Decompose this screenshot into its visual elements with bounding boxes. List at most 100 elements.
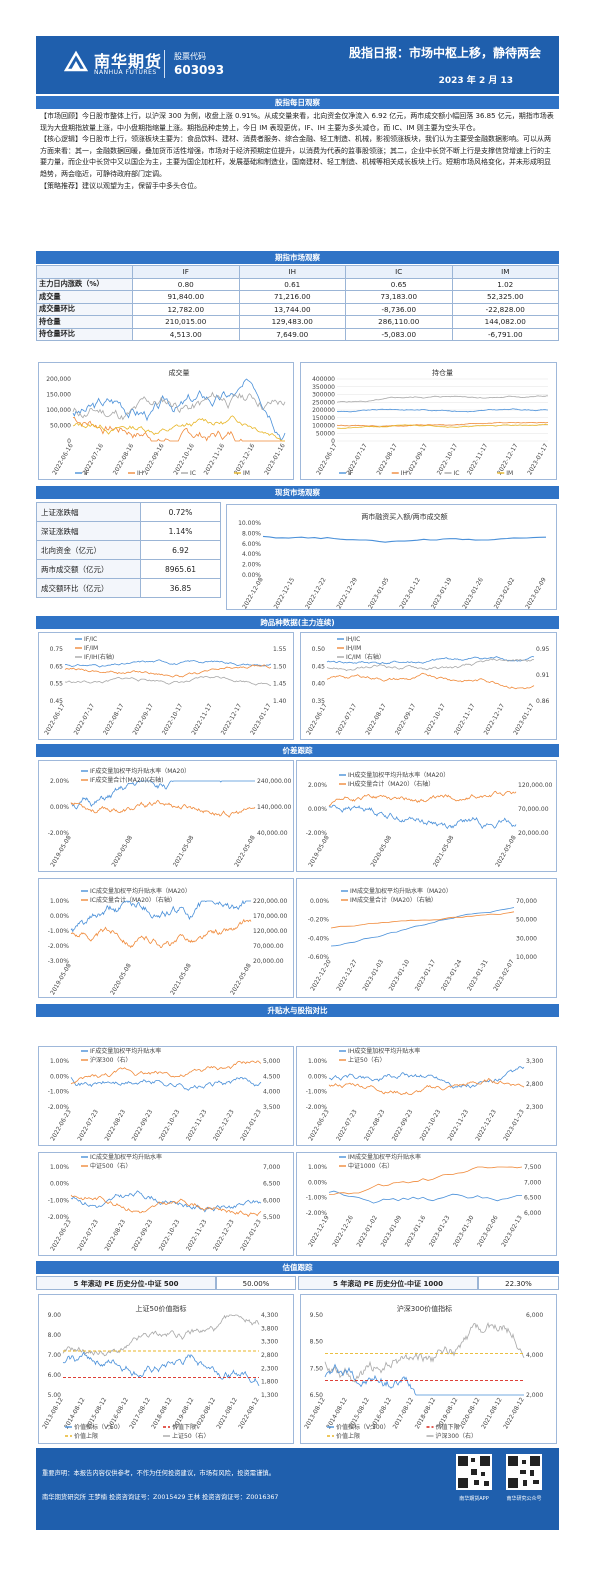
- x-tick-label: 2022-08-17: [376, 442, 400, 476]
- x-tick-label: 2022-08-16: [112, 442, 136, 476]
- y-tick-label: 8.50: [310, 1339, 324, 1346]
- series-line: [328, 804, 517, 830]
- chart-value-300: 沪深300价值指标 9.50 8.50 7.50 6.50 6,000 4,000 2,000…: [300, 1294, 557, 1444]
- pe-label-1000: 5 年滚动 PE 历史分位-中证 1000: [298, 1276, 478, 1290]
- x-tick-label: 2020-05-08: [111, 834, 135, 868]
- value-50-svg: 上证50价值指标 9.00 8.00 7.00 6.00 5.00 4,300 3,800 3,…: [41, 1304, 278, 1440]
- chart-title: 沪深300价值指标: [397, 1304, 452, 1313]
- y-tick-label-right: 240,000.00: [257, 778, 292, 785]
- x-tick-label: 2021-05-08: [169, 962, 193, 996]
- x-tick-label: 2022-12-23: [474, 1108, 498, 1142]
- y-tick-label: 400000: [312, 376, 335, 383]
- x-tick-label: 2022-12-27: [335, 958, 359, 992]
- series-line: [70, 780, 255, 810]
- legend-label: 上证50（右）: [348, 1056, 386, 1064]
- pe-value-500: 50.00%: [216, 1276, 296, 1290]
- x-tick-label: 2019-05-08: [49, 834, 73, 868]
- y-tick-label-right: 170,000.00: [253, 913, 288, 920]
- y-tick-label-right: 50,000: [516, 917, 537, 924]
- y-tick-label-right: 3,800: [261, 1325, 278, 1332]
- daily-commentary: 【市场回顾】今日股市整体上行，以沪深 300 为例，收盘上涨 0.91%。从成交…: [40, 111, 555, 192]
- table-cell: 1.14%: [140, 521, 221, 541]
- x-tick-label: 2021-08-12: [480, 1396, 504, 1430]
- column-header: IH: [238, 265, 346, 279]
- x-tick-label: 2022-12-17: [483, 702, 507, 736]
- futures-table: IF IH IC IM 主力日内涨跌（%） 0.80 0.61 0.65 1.02 成交…: [36, 265, 559, 341]
- x-tick-label: 2022-11-16: [203, 442, 227, 476]
- cross-ratio-1-svg: 0.75 0.65 0.55 0.45 1.55 1.50 1.45 1.40 2022-06-…: [43, 636, 286, 736]
- x-tick-label: 2022-12-20: [309, 958, 333, 992]
- y-tick-label: -2.00%: [48, 1214, 70, 1221]
- x-tick-label: 2023-01-05: [367, 576, 391, 609]
- series-line: [328, 1166, 523, 1195]
- column-header: IC: [345, 265, 453, 279]
- legend-label: 中证500（右）: [90, 1162, 131, 1170]
- y-tick-label-right: 3,500: [263, 1104, 280, 1111]
- qr-code-app-icon[interactable]: [456, 1454, 492, 1490]
- y-tick-label: 5.00: [48, 1392, 62, 1399]
- legend-label: IF/IC: [84, 636, 97, 643]
- x-tick-label: 2022-06-23: [49, 1108, 73, 1142]
- y-tick-label: 0.00%: [50, 1181, 69, 1188]
- x-tick-label: 2023-01-17: [512, 702, 536, 736]
- series-line: [336, 423, 548, 429]
- table-cell: 52,325.00: [451, 290, 559, 304]
- table-row: 持仓量环比 4,513.00 7,649.00 -5,083.00 -6,791.00: [36, 327, 559, 341]
- x-tick-label: 2022-06-17: [305, 702, 329, 736]
- y-tick-label-right: 7,000: [524, 1179, 541, 1186]
- chart-value-50: 上证50价值指标 9.00 8.00 7.00 6.00 5.00 4,300 3,800 3,…: [38, 1294, 294, 1444]
- x-tick-label: 2022-07-17: [73, 702, 97, 736]
- x-tick-label: 2022-08-12: [502, 1396, 526, 1430]
- core-logic-paragraph: 【核心逻辑】今日股市上行，领涨板块主要为：食品饮料、建材、消费者服务、综合金融、…: [40, 135, 551, 178]
- table-cell: 13,744.00: [238, 302, 346, 316]
- table-cell: 4,513.00: [132, 327, 240, 341]
- series-line: [324, 1363, 524, 1396]
- y-tick-label-right: 3,300: [526, 1058, 543, 1065]
- x-tick-label: 2023-01-31: [466, 958, 490, 992]
- legend-label: IC成交量加权平均升贴水率（MA20）: [90, 887, 191, 895]
- x-tick-label: 2020-08-12: [194, 1396, 218, 1430]
- x-tick-label: 2022-08-17: [102, 702, 126, 736]
- y-tick-label: 200,000: [46, 376, 71, 383]
- legend-label: IM: [243, 470, 250, 477]
- y-tick-label-right: 2,000: [526, 1392, 543, 1399]
- series-line: [70, 918, 252, 949]
- table-cell: -5,083.00: [345, 327, 453, 341]
- x-tick-label: 2022-12-22: [304, 576, 328, 609]
- table-cell: -8,736.00: [345, 302, 453, 316]
- table-cell: -22,828.00: [451, 302, 559, 316]
- section-basis-tracking: 价差跟踪: [36, 744, 559, 757]
- y-tick-label: -2.00%: [48, 1104, 70, 1111]
- y-tick-label: 100000: [312, 423, 335, 430]
- x-tick-label: 2022-12-23: [212, 1108, 236, 1142]
- legend-label: IF/IM: [84, 645, 98, 652]
- y-tick-label: 6.50: [310, 1392, 324, 1399]
- y-tick-label-right: 4,300: [261, 1312, 278, 1319]
- x-tick-label: 2023-01-17: [249, 702, 273, 736]
- qr-code-wechat-icon[interactable]: [506, 1454, 542, 1490]
- y-tick-label: 0.00%: [50, 804, 69, 811]
- y-tick-label-right: 5,000: [263, 1058, 280, 1065]
- row-label: 两市成交额（亿元）: [36, 559, 141, 579]
- y-tick-label-right: 40,000.00: [257, 830, 288, 837]
- x-tick-label: 2022-11-17: [190, 702, 214, 736]
- table-cell: 91,840.00: [132, 290, 240, 304]
- y-tick-label-right: 6,500: [263, 1181, 280, 1188]
- table-cell: 8965.61: [140, 559, 221, 579]
- report-footer: 重要声明：本报告内容仅供参考，不作为任何投资建议，市场有风险，投资需谨慎。 南华…: [36, 1448, 559, 1530]
- y-tick-label: -2.00%: [306, 1210, 328, 1217]
- chart-title: 持仓量: [432, 368, 453, 377]
- series-line: [328, 790, 517, 807]
- y-tick-label-right: 6,000: [263, 1197, 280, 1204]
- x-tick-label: 2022-12-23: [212, 1218, 236, 1252]
- series-line: [336, 421, 549, 428]
- stock-code-label: 股票代码: [174, 52, 206, 61]
- x-tick-label: 2021-05-08: [172, 834, 196, 868]
- x-tick-label: 2023-01-23: [239, 1108, 263, 1142]
- series-line: [62, 1314, 260, 1357]
- x-tick-label: 2022-05-08: [229, 962, 253, 996]
- series-line: [324, 1322, 525, 1384]
- spread-im-svg: 1.00% 0.00% -1.00% -2.00% 7,500 7,000 6,500 6,0…: [306, 1153, 542, 1248]
- table-row: 持仓量 210,015.00 129,483.00 286,110.00 144,082…: [36, 315, 559, 329]
- stock-code: 603093: [174, 63, 225, 77]
